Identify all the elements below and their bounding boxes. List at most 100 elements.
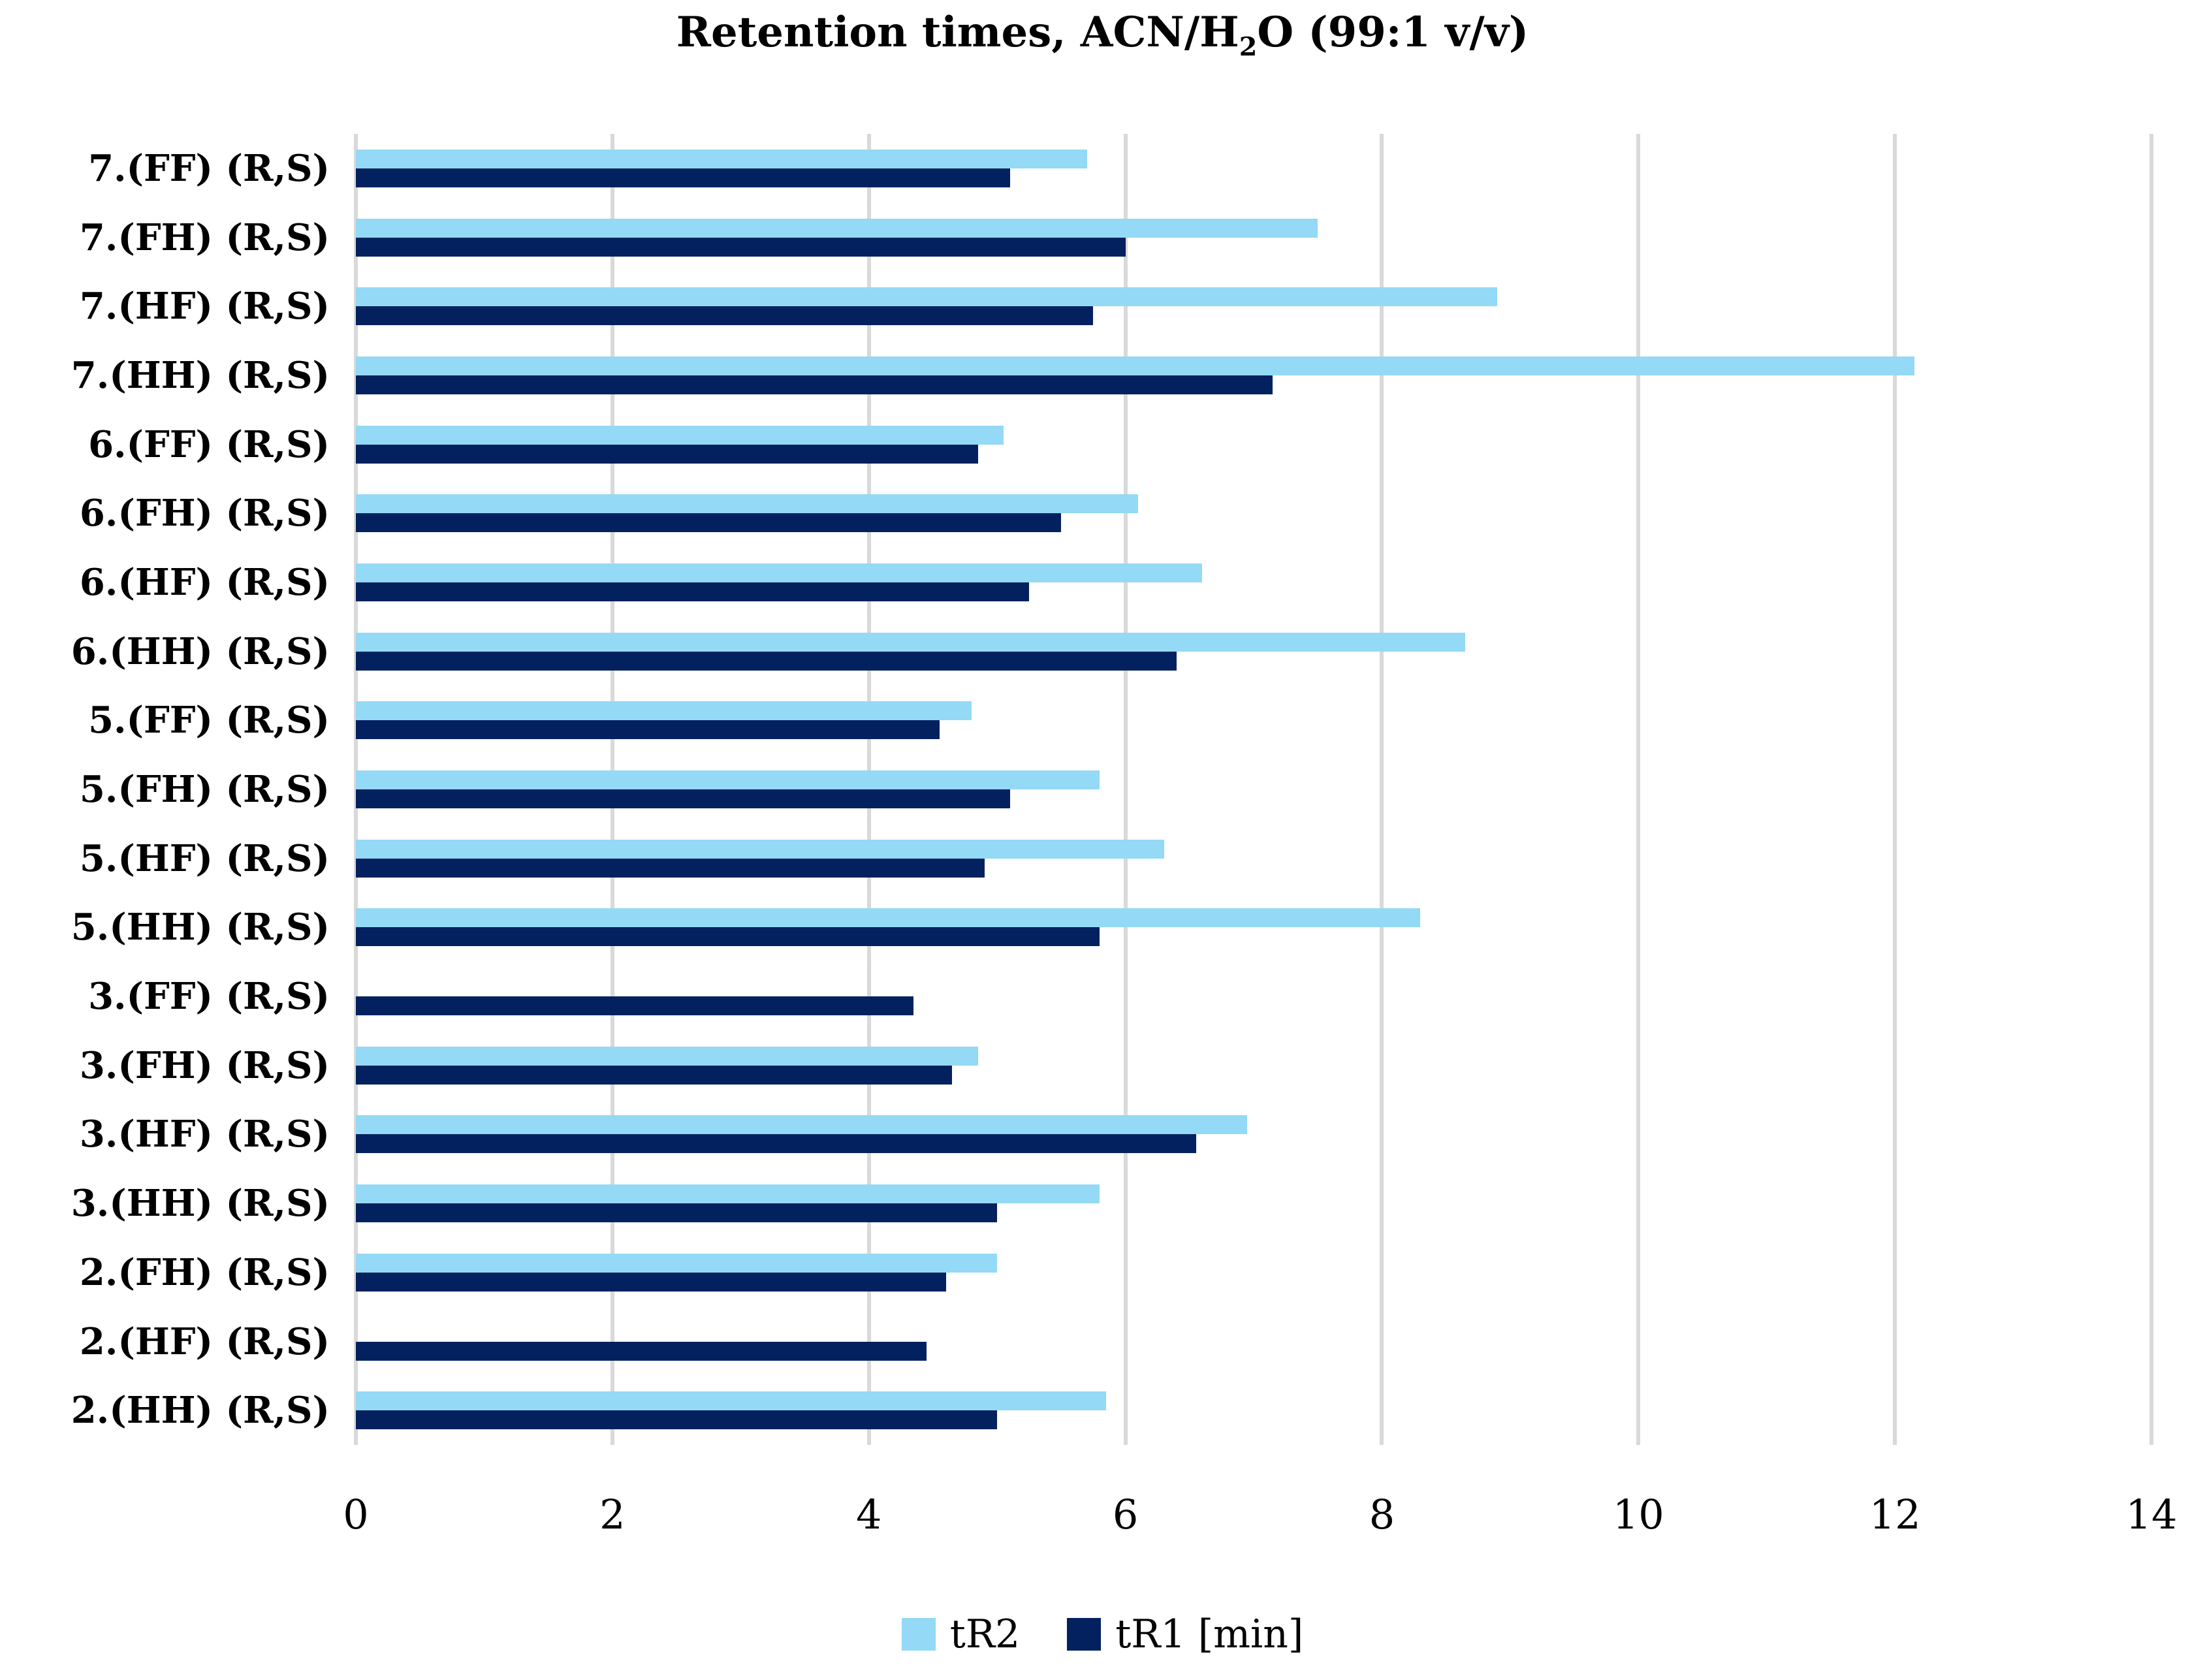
bar-tR2-6.(HF) (R,S) [356, 563, 1203, 582]
bar-tR2-3.(FH) (R,S) [356, 1046, 978, 1066]
category-label: 6.(FF) (R,S) [88, 422, 330, 466]
category-row [356, 203, 2151, 272]
bar-tR1-5.(FF) (R,S) [356, 720, 940, 740]
bar-tR2-7.(HH) (R,S) [356, 356, 1914, 375]
bar-tR2-7.(HF) (R,S) [356, 287, 1498, 307]
category-label: 3.(HF) (R,S) [79, 1113, 330, 1156]
bar-tR2-5.(FH) (R,S) [356, 770, 1100, 790]
bar-tR1-2.(HF) (R,S) [356, 1341, 927, 1361]
chart-title-suffix: O (99:1 v/v) [1257, 8, 1529, 57]
category-label: 3.(FH) (R,S) [79, 1043, 330, 1087]
category-row [356, 1100, 2151, 1169]
legend-item-tR1: tR1 [min] [1067, 1611, 1303, 1657]
bar-tR1-5.(HH) (R,S) [356, 927, 1100, 947]
category-label: 6.(HF) (R,S) [79, 560, 330, 604]
category-label: 5.(HF) (R,S) [79, 836, 330, 880]
value-axis: 0 2 4 6 8 10 12 14 [343, 1491, 2177, 1556]
bar-tR1-5.(FH) (R,S) [356, 789, 1010, 809]
bar-tR1-2.(FH) (R,S) [356, 1272, 946, 1292]
bar-tR1-7.(FF) (R,S) [356, 168, 1010, 187]
category-row [356, 1169, 2151, 1238]
category-row [356, 686, 2151, 755]
x-tick-label-14: 14 [2125, 1491, 2178, 1538]
x-tick-label-6: 6 [1112, 1491, 1139, 1538]
category-label: 6.(HH) (R,S) [71, 629, 330, 673]
category-row [356, 962, 2151, 1031]
category-label: 6.(FH) (R,S) [79, 492, 330, 535]
category-label: 7.(HH) (R,S) [71, 353, 330, 397]
bar-tR2-5.(HF) (R,S) [356, 839, 1164, 859]
chart-title: Retention times, ACN/H2O (99:1 v/v) [0, 8, 2205, 60]
category-row [356, 617, 2151, 686]
category-row [356, 824, 2151, 893]
bar-tR2-5.(HH) (R,S) [356, 908, 1421, 928]
gridline-x14 [2149, 134, 2153, 1445]
bar-rows [356, 134, 2151, 1445]
bar-tR2-2.(FH) (R,S) [356, 1253, 998, 1273]
legend: tR2 tR1 [min] [0, 1611, 2205, 1657]
category-row [356, 341, 2151, 410]
bar-tR2-6.(FH) (R,S) [356, 494, 1139, 514]
category-label: 5.(FH) (R,S) [79, 768, 330, 812]
bar-tR1-3.(HH) (R,S) [356, 1203, 998, 1223]
bar-tR2-6.(FF) (R,S) [356, 425, 1004, 445]
bar-tR1-3.(HF) (R,S) [356, 1134, 1196, 1154]
category-row [356, 548, 2151, 617]
category-label: 5.(FF) (R,S) [88, 699, 330, 742]
category-row [356, 479, 2151, 548]
category-row [356, 134, 2151, 203]
bar-tR2-6.(HH) (R,S) [356, 632, 1466, 652]
bar-tR2-2.(HH) (R,S) [356, 1391, 1107, 1411]
bar-tR2-3.(HF) (R,S) [356, 1115, 1248, 1135]
bar-tR1-6.(HH) (R,S) [356, 651, 1177, 671]
category-row [356, 272, 2151, 341]
category-label: 2.(FH) (R,S) [79, 1250, 330, 1294]
chart-title-prefix: Retention times, ACN/H [676, 8, 1239, 57]
bar-tR2-7.(FF) (R,S) [356, 149, 1087, 168]
legend-swatch-tR2 [901, 1618, 936, 1651]
category-label: 7.(FF) (R,S) [88, 146, 330, 190]
x-tick-label-2: 2 [599, 1491, 626, 1538]
category-row [356, 1031, 2151, 1100]
category-label: 3.(FF) (R,S) [88, 975, 330, 1019]
bar-tR1-3.(FF) (R,S) [356, 996, 914, 1016]
chart-title-subscript: 2 [1239, 31, 1258, 62]
bar-tR1-6.(HF) (R,S) [356, 582, 1030, 601]
category-axis: 7.(FF) (R,S) 7.(FH) (R,S) 7.(HF) (R,S) 7.(H… [0, 134, 330, 1445]
bar-tR1-3.(FH) (R,S) [356, 1065, 953, 1085]
category-row [356, 755, 2151, 824]
category-row [356, 1238, 2151, 1307]
x-tick-label-0: 0 [343, 1491, 369, 1538]
gridline-x10 [1636, 134, 1641, 1445]
plot-area [354, 134, 2153, 1445]
category-label: 5.(HH) (R,S) [71, 906, 330, 949]
category-label: 3.(HH) (R,S) [71, 1182, 330, 1226]
bar-tR1-7.(FH) (R,S) [356, 237, 1126, 257]
x-tick-label-8: 8 [1369, 1491, 1395, 1538]
bar-tR2-3.(HH) (R,S) [356, 1184, 1100, 1204]
bar-tR1-2.(HH) (R,S) [356, 1410, 998, 1430]
legend-swatch-tR1 [1067, 1618, 1102, 1651]
category-row [356, 410, 2151, 479]
category-label: 2.(HH) (R,S) [71, 1389, 330, 1433]
bar-tR2-5.(FF) (R,S) [356, 701, 972, 721]
category-row [356, 1307, 2151, 1376]
bar-tR1-7.(HF) (R,S) [356, 306, 1094, 326]
category-row [356, 893, 2151, 962]
legend-item-tR2: tR2 [901, 1611, 1021, 1657]
bar-tR1-6.(FH) (R,S) [356, 513, 1062, 533]
x-tick-label-4: 4 [855, 1491, 882, 1538]
bar-tR1-6.(FF) (R,S) [356, 444, 978, 464]
legend-label: tR1 [min] [1115, 1611, 1304, 1657]
gridline-x12 [1893, 134, 1897, 1445]
gridline-x6 [1123, 134, 1128, 1445]
bar-tR1-7.(HH) (R,S) [356, 375, 1273, 394]
x-tick-label-12: 12 [1869, 1491, 1921, 1538]
category-label: 7.(FH) (R,S) [79, 215, 330, 259]
x-tick-label-10: 10 [1612, 1491, 1664, 1538]
bar-tR1-5.(HF) (R,S) [356, 858, 985, 878]
gridline-x8 [1380, 134, 1384, 1445]
category-label: 2.(HF) (R,S) [79, 1320, 330, 1363]
legend-label: tR2 [949, 1611, 1021, 1657]
